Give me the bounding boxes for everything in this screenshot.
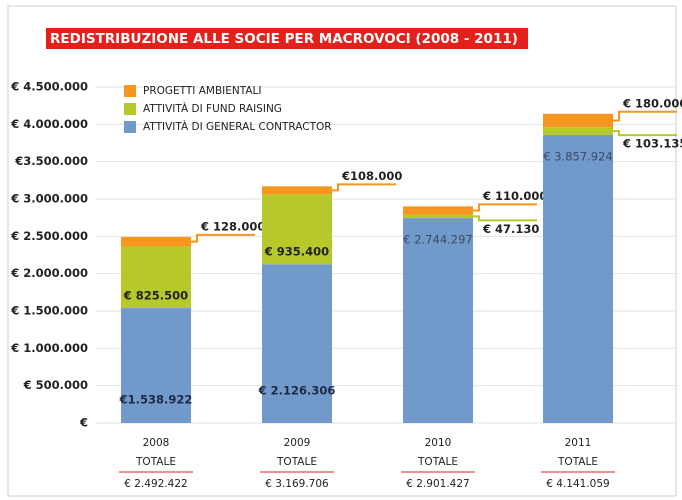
y-tick-label: € <box>79 416 88 430</box>
bar-segment <box>543 134 613 423</box>
title-bg <box>46 28 528 49</box>
bar-segment <box>403 206 473 215</box>
legend-label: PROGETTI AMBIENTALI <box>143 85 262 97</box>
total-title: TOTALE <box>276 456 317 468</box>
y-tick-label: € 3.000.000 <box>10 192 88 206</box>
y-tick-label: € 4.000.000 <box>10 117 88 131</box>
bar-segment <box>121 236 191 247</box>
leader-line <box>332 183 396 192</box>
y-tick-label: € 1.500.000 <box>10 304 88 318</box>
value-label: € 2.744.297 <box>403 233 473 247</box>
total-value: € 2.492.422 <box>124 478 187 490</box>
x-tick-label: 2011 <box>565 437 592 449</box>
x-tick-label: 2010 <box>425 437 452 449</box>
y-tick-label: € 500.000 <box>23 378 88 392</box>
total-title: TOTALE <box>135 456 176 468</box>
chart-title: REDISTRIBUZIONE ALLE SOCIE PER MACROVOCI… <box>50 31 518 47</box>
bar-segment <box>262 186 332 195</box>
leader-line <box>473 203 537 212</box>
legend-swatch <box>124 103 136 115</box>
total-title: TOTALE <box>417 456 458 468</box>
value-label: € 825.500 <box>123 289 188 303</box>
total-value: € 3.169.706 <box>265 478 329 490</box>
bar-segment <box>543 127 613 135</box>
value-label: € 3.857.924 <box>543 149 613 163</box>
leader-line <box>473 215 537 222</box>
legend-label: ATTIVITÀ DI GENERAL CONTRACTOR <box>143 120 332 133</box>
value-label: € 2.126.306 <box>258 384 336 398</box>
value-label: € 180.000 <box>622 96 682 110</box>
x-tick-label: 2008 <box>143 437 170 449</box>
bar-segment <box>121 246 191 309</box>
value-label: € 103.135 <box>622 137 682 151</box>
value-label: € 47.130 <box>482 222 539 236</box>
value-label: € 935.400 <box>264 245 329 259</box>
bar-segment <box>262 194 332 265</box>
bar-segment <box>121 308 191 423</box>
leader-line <box>191 233 255 243</box>
leader-line <box>613 130 677 137</box>
y-tick-label: € 4.500.000 <box>10 80 88 94</box>
legend-label: ATTIVITÀ DI FUND RAISING <box>143 102 282 115</box>
legend-swatch <box>124 85 136 97</box>
value-label: € 110.000 <box>482 189 547 203</box>
total-value: € 4.141.059 <box>546 478 609 490</box>
value-label: €1.538.922 <box>119 393 193 407</box>
bar-segment <box>403 218 473 423</box>
value-label: €108.000 <box>341 169 402 183</box>
y-tick-label: € 2.000.000 <box>10 266 88 280</box>
value-label: € 128.000 <box>200 219 265 233</box>
total-title: TOTALE <box>557 456 598 468</box>
bar-segment <box>543 113 613 128</box>
x-tick-label: 2009 <box>284 437 311 449</box>
bar-segment <box>262 264 332 423</box>
y-tick-label: €3.500.000 <box>14 154 88 168</box>
y-tick-label: € 2.500.000 <box>10 229 88 243</box>
y-tick-label: € 1.000.000 <box>10 341 88 355</box>
frame <box>7 5 677 497</box>
legend-swatch <box>124 121 136 133</box>
leader-line <box>613 110 677 122</box>
bar-segment <box>403 214 473 219</box>
total-value: € 2.901.427 <box>406 478 469 490</box>
